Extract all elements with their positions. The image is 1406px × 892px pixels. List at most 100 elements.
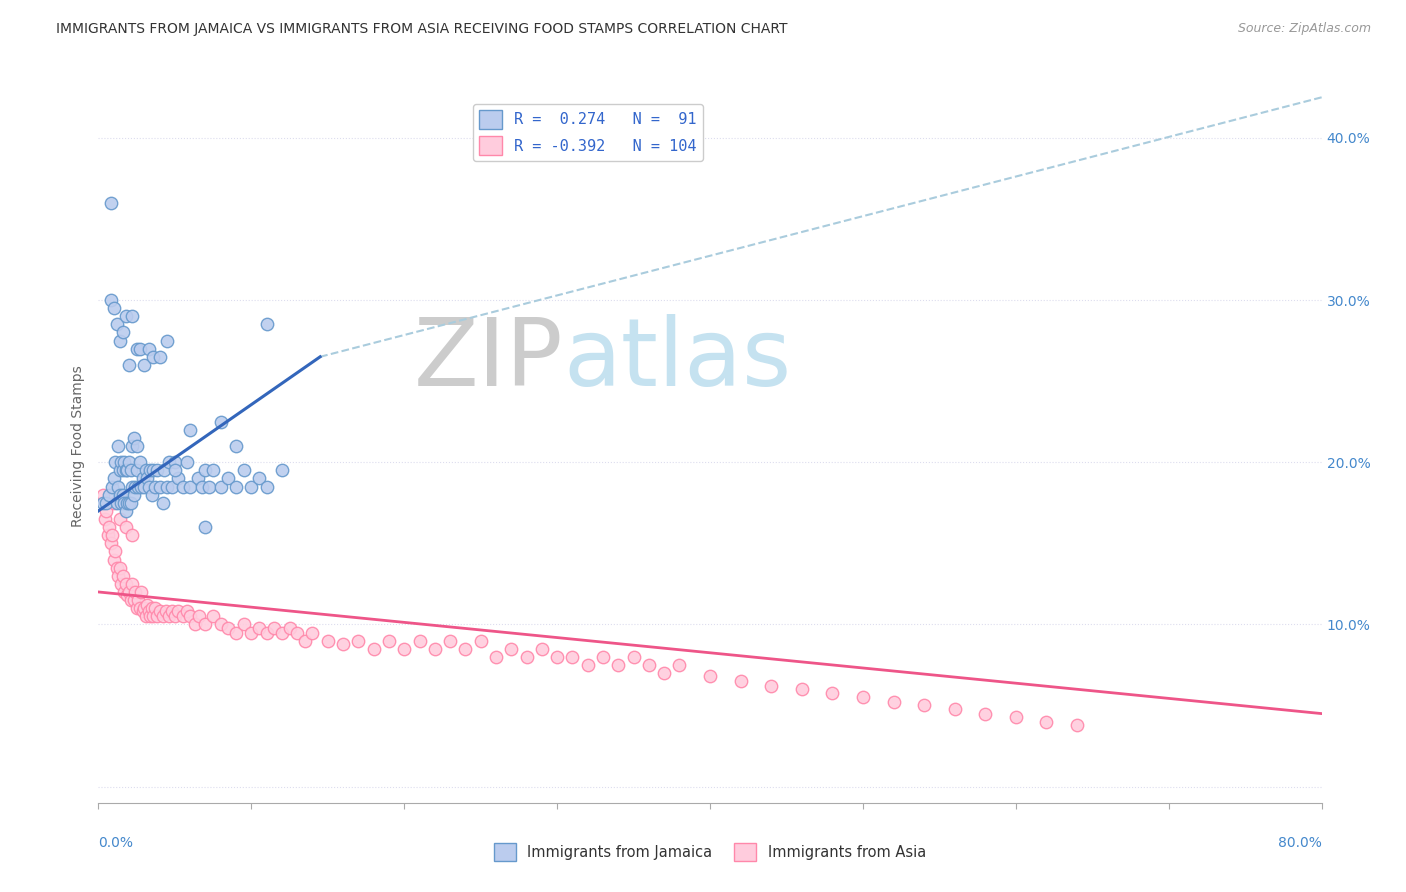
Point (668, 657, 690, 672)
Point (100, 195, 122, 210)
Point (134, 479, 156, 493)
Point (91, 496, 114, 510)
Point (179, 479, 201, 493)
Point (470, 633, 492, 648)
Point (561, 649, 583, 664)
Point (122, 488, 145, 502)
Point (98, 488, 121, 502)
Point (103, 301, 125, 315)
Point (163, 609, 186, 624)
Point (141, 601, 163, 615)
Point (157, 455, 180, 469)
Text: Source: ZipAtlas.com: Source: ZipAtlas.com (1237, 22, 1371, 36)
Point (143, 479, 166, 493)
Point (516, 649, 538, 664)
Point (149, 479, 172, 493)
Point (112, 455, 135, 469)
Point (129, 585, 152, 599)
Point (637, 657, 661, 672)
Point (501, 641, 523, 656)
Point (121, 577, 143, 591)
Point (179, 423, 201, 437)
Point (160, 604, 183, 618)
Point (139, 609, 162, 624)
Point (363, 641, 385, 656)
Legend: Immigrants from Jamaica, Immigrants from Asia: Immigrants from Jamaica, Immigrants from… (488, 838, 932, 867)
Point (101, 528, 124, 542)
Point (1035, 714, 1057, 729)
Point (122, 431, 145, 445)
Point (592, 649, 614, 664)
Point (105, 496, 128, 510)
Point (145, 609, 167, 624)
Point (134, 358, 156, 372)
Point (232, 463, 254, 477)
Point (141, 488, 163, 502)
Point (121, 439, 143, 453)
Point (115, 463, 138, 477)
Point (108, 512, 131, 526)
Point (974, 706, 997, 721)
Point (392, 641, 416, 656)
Point (128, 455, 150, 469)
Point (149, 350, 172, 364)
Point (117, 588, 139, 602)
Point (121, 479, 143, 493)
Point (115, 520, 138, 534)
Point (423, 641, 446, 656)
Point (134, 601, 156, 615)
Point (132, 604, 155, 618)
Point (167, 604, 190, 618)
Point (110, 455, 132, 469)
Point (115, 310, 138, 324)
Point (943, 702, 966, 716)
Point (270, 463, 292, 477)
Point (135, 609, 157, 624)
Point (103, 552, 125, 566)
Point (115, 577, 138, 591)
Point (104, 544, 127, 558)
Point (100, 293, 122, 307)
Point (108, 463, 131, 477)
Point (138, 342, 160, 356)
Point (285, 625, 308, 640)
Point (202, 609, 225, 624)
Point (152, 609, 174, 624)
Point (142, 463, 165, 477)
Point (107, 439, 129, 453)
Point (790, 682, 813, 697)
Point (172, 609, 194, 624)
Point (1066, 718, 1088, 732)
Point (111, 326, 134, 340)
Point (530, 641, 553, 656)
Point (225, 479, 247, 493)
Point (485, 649, 508, 664)
Point (217, 621, 239, 635)
Point (143, 601, 166, 615)
Point (108, 560, 131, 574)
Point (103, 471, 125, 485)
Point (1004, 710, 1026, 724)
Point (117, 463, 139, 477)
Point (247, 471, 270, 485)
Point (149, 604, 172, 618)
Point (759, 679, 782, 693)
Point (163, 455, 186, 469)
Point (217, 471, 239, 485)
Point (118, 455, 141, 469)
Point (120, 593, 142, 607)
Point (105, 560, 128, 574)
Point (439, 633, 461, 648)
Point (121, 310, 143, 324)
Point (301, 625, 323, 640)
Point (247, 621, 270, 635)
Point (821, 685, 844, 699)
Point (194, 463, 217, 477)
Point (730, 674, 752, 689)
Point (136, 471, 159, 485)
Point (278, 621, 301, 635)
Point (97, 528, 120, 542)
Point (240, 625, 263, 640)
Text: 0.0%: 0.0% (98, 836, 134, 850)
Point (139, 463, 162, 477)
